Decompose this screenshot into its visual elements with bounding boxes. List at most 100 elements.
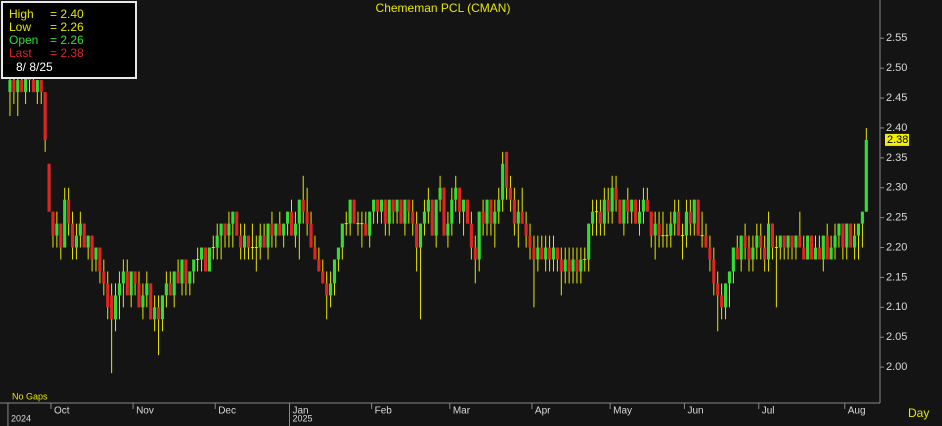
candle-body [630, 199, 634, 212]
legend-date: 8/ 8/25 [16, 60, 53, 74]
candle-body [817, 247, 821, 260]
candle-body [387, 199, 391, 224]
chart-title: Chememan PCL (CMAN) [376, 1, 511, 15]
candle-body [677, 211, 681, 236]
candle-body [293, 223, 297, 236]
candle-body [637, 211, 642, 224]
candle-body [133, 271, 137, 284]
y-tick-label: 2.50 [886, 62, 907, 74]
candle-body [821, 235, 825, 260]
candle-body [688, 211, 692, 224]
candle-body [856, 223, 861, 236]
candle-body [712, 259, 716, 284]
y-tick-label: 2.25 [886, 212, 907, 224]
gap-note: No Gaps [12, 391, 48, 401]
candle-body [258, 235, 262, 248]
candle-body [766, 223, 771, 260]
candle-body [540, 247, 544, 260]
candle-body [395, 199, 399, 212]
candle-body [129, 271, 133, 296]
candle-body [391, 199, 395, 212]
candle-body [168, 283, 172, 296]
candle-body [833, 235, 837, 248]
candle-body [528, 235, 532, 248]
candle-body [325, 283, 329, 296]
candle-body [684, 211, 689, 236]
last-price-tag [885, 133, 909, 146]
candle-body [532, 247, 536, 260]
candle-body [35, 80, 39, 93]
candle-body [810, 235, 814, 260]
legend-value: = 2.40 [50, 7, 84, 21]
candle-body [508, 187, 513, 200]
candle-body [149, 283, 153, 320]
candle-body [20, 80, 24, 93]
candle-body [383, 199, 387, 224]
candle-body [309, 223, 313, 248]
candle-body [841, 223, 845, 248]
candle-body [559, 259, 563, 272]
candle-body [117, 283, 122, 296]
x-tick-label: Jan [292, 406, 308, 417]
legend-box [1, 1, 137, 79]
candle-body [727, 271, 732, 284]
candle-body [739, 235, 743, 260]
candle-body [219, 223, 223, 236]
candle-body [770, 223, 775, 248]
candle-body [696, 199, 700, 236]
candle-body [536, 247, 540, 260]
candle-body [262, 235, 266, 248]
candle-body [352, 199, 356, 224]
year-label: 2024 [11, 413, 31, 423]
candle-body [313, 247, 317, 260]
candle-body [372, 199, 376, 212]
candle-body [415, 223, 419, 248]
candle-body [778, 235, 782, 248]
candle-body [8, 80, 12, 93]
candle-body [321, 271, 325, 284]
candle-body [274, 223, 278, 236]
candle-body [567, 259, 571, 272]
candle-body [469, 223, 473, 248]
last-price-label: 2.38 [887, 134, 908, 146]
candle-body [137, 283, 141, 308]
legend-value: = 2.26 [50, 33, 84, 47]
x-tick-label: Oct [54, 406, 70, 417]
y-tick-label: 2.00 [886, 361, 907, 373]
candle-body [270, 223, 274, 236]
candle-body [614, 187, 618, 200]
candle-body [153, 307, 157, 320]
candle-body [649, 211, 653, 236]
y-tick-label: 2.30 [886, 182, 907, 194]
candle-body [849, 223, 853, 248]
candle-body [723, 283, 728, 308]
candle-body [587, 223, 591, 260]
candle-body [192, 259, 196, 272]
candle-body [336, 247, 340, 260]
candle-body [669, 223, 673, 236]
period-label: Day [908, 406, 929, 420]
candle-body [548, 247, 552, 260]
candle-body [422, 211, 427, 224]
candle-body [70, 223, 75, 248]
candle-body [845, 223, 849, 248]
candle-body [853, 235, 857, 248]
candle-body [399, 199, 403, 224]
candle-body [501, 163, 505, 200]
candle-body [113, 295, 118, 320]
candle-body [782, 235, 786, 248]
candle-body [411, 211, 415, 224]
candle-body [485, 199, 489, 224]
candle-body [51, 211, 55, 236]
candle-body [606, 199, 610, 212]
y-tick-label: 2.35 [886, 152, 907, 164]
candle-body [289, 211, 294, 236]
candle-body [102, 271, 106, 284]
candle-body [802, 247, 806, 260]
candle-body [798, 235, 802, 248]
candle-body [634, 199, 638, 224]
x-tick-label: Aug [848, 406, 866, 417]
candle-body [403, 199, 407, 224]
